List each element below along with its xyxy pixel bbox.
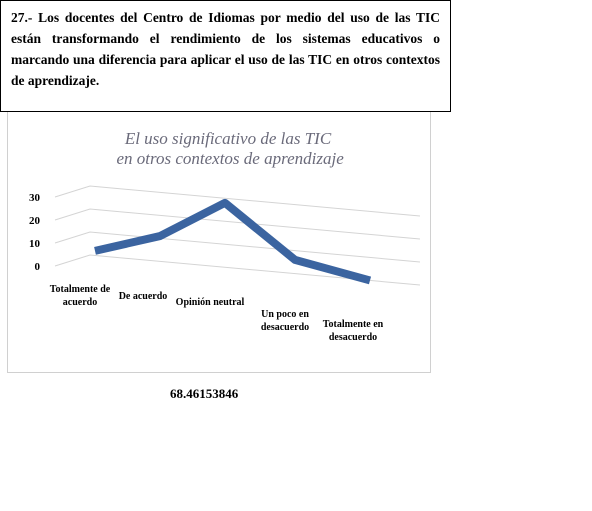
y-tick-label: 0 (35, 261, 41, 273)
chart-title: El uso significativo de las TIC en otros… (112, 129, 344, 168)
result-value: 68.46153846 (170, 386, 239, 401)
x-tick-label: Totalmente en desacuerdo (322, 319, 384, 343)
question: 27.- Los docentes del Centro de Idiomas … (0, 0, 451, 112)
x-tick-label: Un poco en desacuerdo (260, 309, 310, 333)
y-tick-label: 30 (29, 192, 41, 204)
chart-frame (7, 112, 431, 373)
x-tick-label: De acuerdo (118, 291, 168, 302)
grid-line (54, 185, 421, 217)
grid-line (54, 208, 421, 240)
x-tick-label: Totalmente de acuerdo (49, 284, 111, 308)
y-tick-label: 20 (29, 215, 41, 227)
line-ribbon (94, 198, 372, 285)
grid-line (54, 231, 421, 263)
y-tick-label: 10 (29, 238, 41, 250)
grid-line (54, 254, 421, 286)
x-tick-label: Opinión neutral (175, 297, 245, 308)
